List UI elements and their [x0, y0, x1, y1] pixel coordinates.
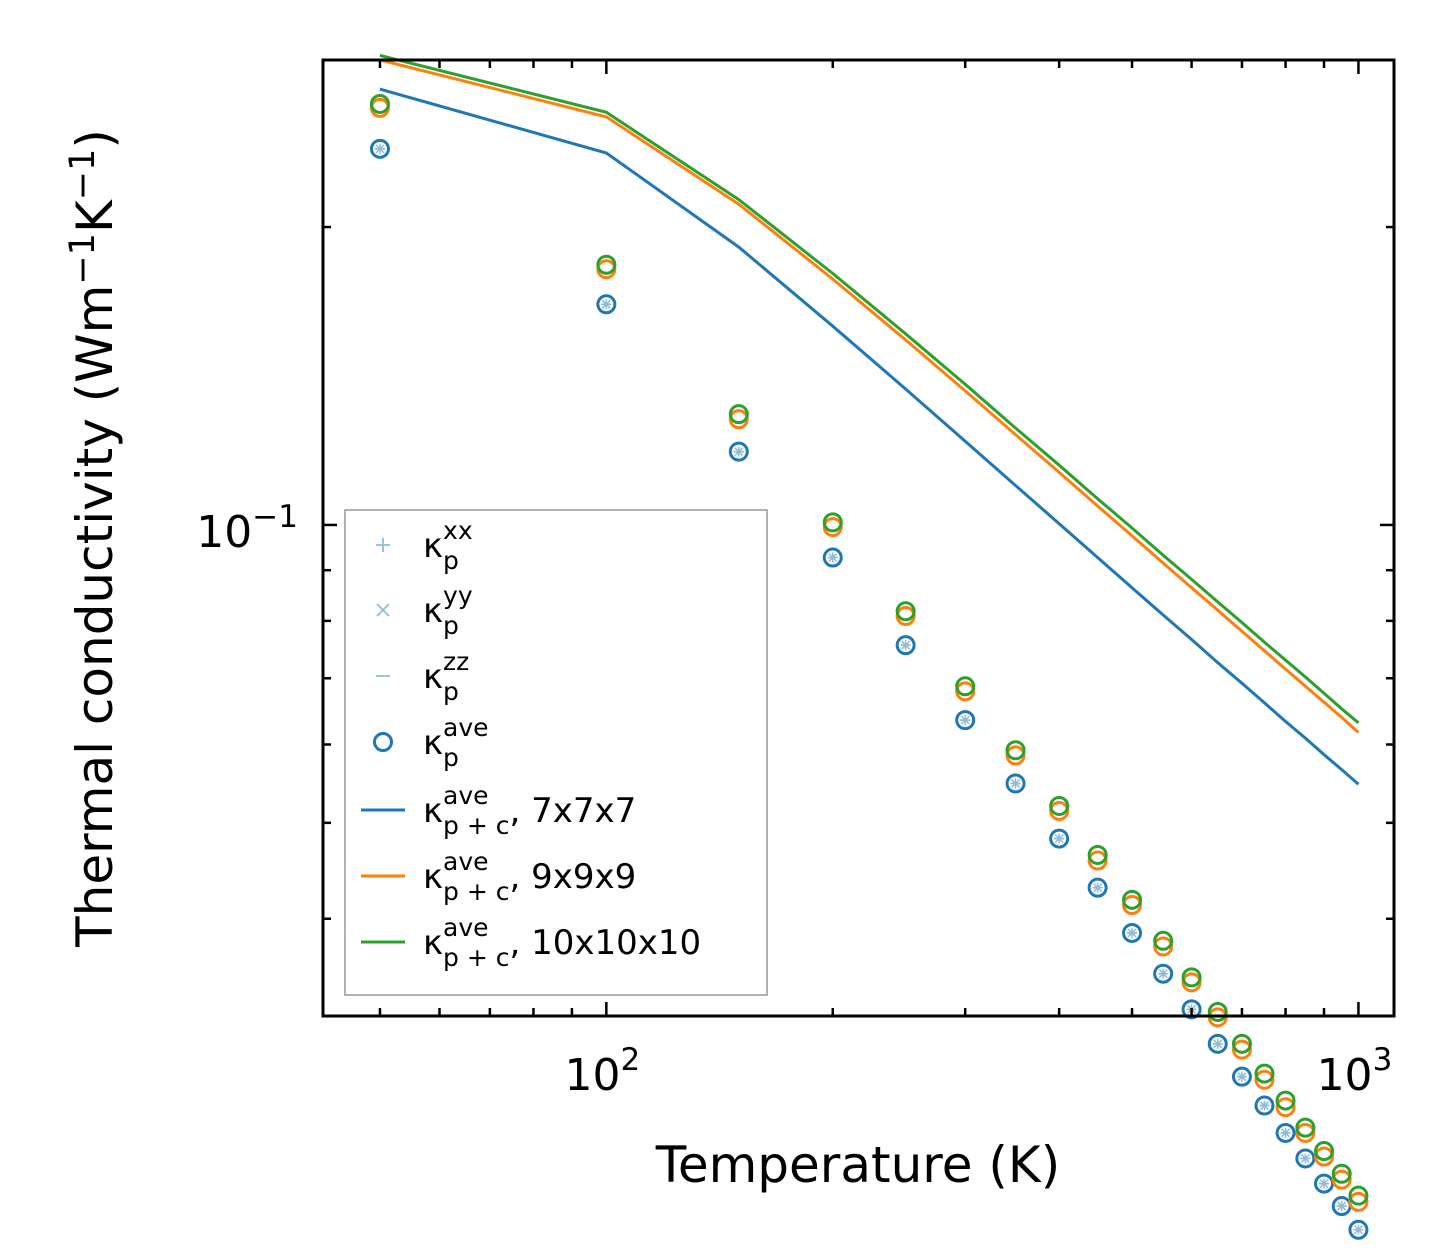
data-point-circle [955, 710, 976, 731]
series-line [379, 53, 1360, 724]
data-point-circle [1207, 1033, 1228, 1054]
data-point-circle [1049, 828, 1070, 849]
data-point-circle [1295, 1122, 1316, 1143]
data-point-circle [1087, 844, 1108, 865]
data-point-circle [1295, 1148, 1316, 1169]
data-point-circle [1275, 1097, 1296, 1118]
legend-marker-plus [376, 538, 390, 552]
data-point-circle [1231, 1066, 1252, 1087]
data-point-circle [1348, 1185, 1369, 1206]
data-point-circle [369, 93, 390, 114]
x-axis-label: Temperature (K) [655, 1136, 1060, 1194]
data-point-circle [1087, 850, 1108, 871]
data-point-circle [728, 441, 749, 462]
data-point-circle [1348, 1191, 1369, 1212]
data-point-circle [1153, 936, 1174, 957]
data-point-circle [1122, 922, 1143, 943]
legend-label: κave p [423, 713, 489, 772]
data-point-circle [1005, 740, 1026, 761]
data-point-circle [1231, 1033, 1252, 1054]
legend-box [344, 509, 768, 996]
series-line [379, 58, 1360, 734]
y-tick-label: 10−1 [196, 499, 298, 558]
data-point-circle [895, 601, 916, 622]
legend-label: κyy p [423, 581, 473, 640]
data-point-circle [1254, 1095, 1275, 1116]
data-point-circle [1331, 1163, 1352, 1184]
data-point-circle [1231, 1039, 1252, 1060]
data-point-circle [1254, 1069, 1275, 1090]
x-tick-label: 102 [564, 1042, 640, 1101]
data-point-circle [369, 138, 390, 159]
data-point-circle [1207, 1001, 1228, 1022]
data-point-circle [1295, 1117, 1316, 1138]
series-line [379, 87, 1360, 786]
data-point-circle [1275, 1122, 1296, 1143]
data-point-circle [1153, 963, 1174, 984]
legend-label: κxx p [423, 516, 473, 575]
legend-label: κave p + c, 10x10x10 [423, 913, 701, 972]
data-point-circle [1254, 1063, 1275, 1084]
data-point-circle [1314, 1141, 1335, 1162]
data-point-circle [728, 404, 749, 425]
data-point-circle [1087, 877, 1108, 898]
legend-marker-circle [373, 732, 393, 752]
data-point-circle [1314, 1146, 1335, 1167]
data-point-circle [1181, 999, 1202, 1020]
plot-marks [369, 53, 1369, 1240]
axis-ticks [323, 60, 1394, 1016]
legend-label: κave p + c, 9x9x9 [423, 847, 636, 906]
legend-label: κzz p [423, 647, 469, 706]
legend-marker-x [376, 603, 390, 617]
plot-frame [321, 58, 1396, 1018]
data-point-circle [1153, 930, 1174, 951]
data-point-circle [822, 547, 843, 568]
legend: κxx p κyy p κzz p κave p κave p + c, 7x7x7 κave p +… [344, 509, 768, 996]
data-point-circle [1275, 1090, 1296, 1111]
data-point-circle [955, 676, 976, 697]
data-point-circle [596, 254, 617, 275]
data-point-circle [895, 635, 916, 656]
data-point-circle [1348, 1219, 1369, 1240]
data-point-circle [596, 294, 617, 315]
data-point-circle [1005, 773, 1026, 794]
data-point-circle [1122, 889, 1143, 910]
data-point-circle [822, 512, 843, 533]
data-point-circle [1049, 795, 1070, 816]
data-point-circle [1181, 967, 1202, 988]
x-tick-label: 103 [1317, 1042, 1393, 1101]
y-axis-label: Thermal conductivity (Wm−1K−1) [63, 129, 124, 948]
data-point-circle [1331, 1169, 1352, 1190]
legend-label: κave p + c, 7x7x7 [423, 781, 636, 840]
